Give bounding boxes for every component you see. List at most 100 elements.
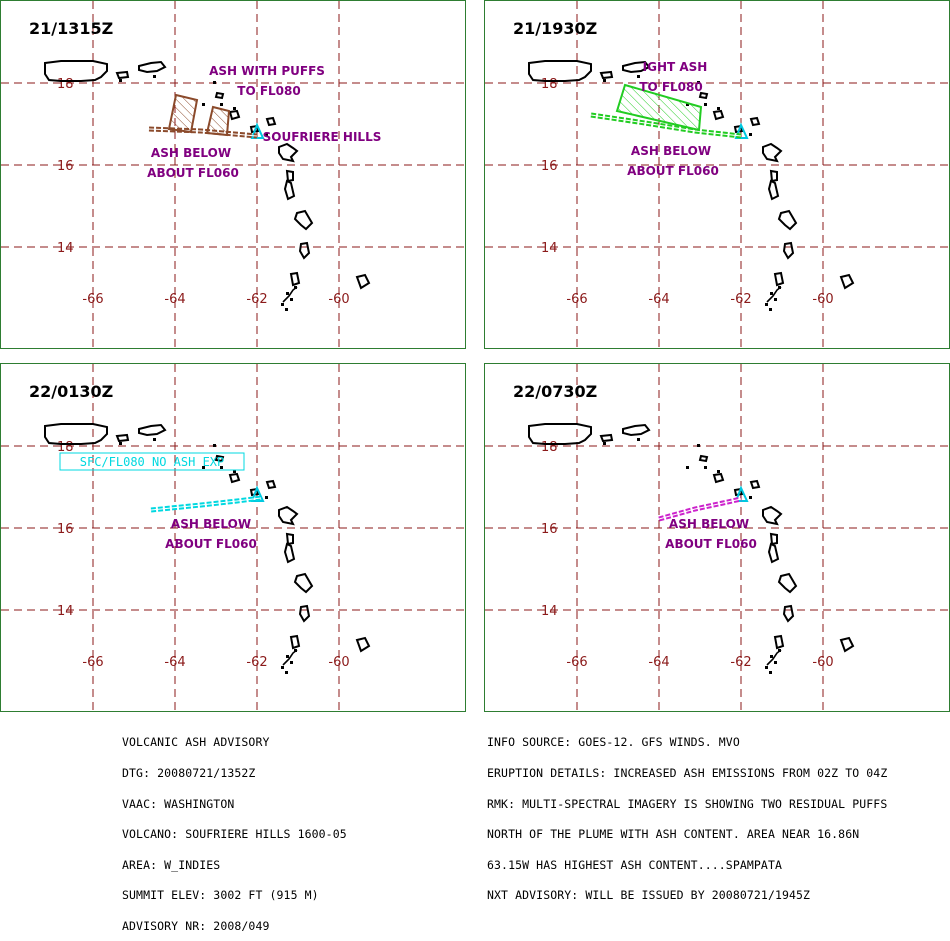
island-outline	[214, 91, 225, 100]
island-chain	[766, 649, 782, 666]
islet	[213, 81, 216, 84]
island-outline	[289, 634, 301, 650]
map-canvas: 18 16 14 -66 -64 -62 -60 ASH WITH PUFFS TO FL080…	[1, 1, 465, 348]
longitude-label: -62	[730, 292, 751, 307]
islet	[697, 444, 700, 447]
islet	[119, 442, 122, 445]
island-outline	[698, 454, 709, 463]
latitude-label: 16	[541, 159, 558, 174]
volcano-marker-icon	[250, 122, 265, 139]
islet	[286, 292, 289, 295]
ash-puff-area	[167, 93, 199, 134]
island-outline	[228, 109, 241, 121]
islet	[290, 298, 293, 301]
island-outline	[773, 634, 785, 650]
islet	[765, 666, 768, 669]
islet	[265, 133, 268, 136]
advisory-line: NORTH OF THE PLUME WITH ASH CONTENT. ARE…	[487, 827, 860, 842]
island-outline	[355, 636, 371, 653]
islet	[749, 133, 752, 136]
ash-label: ABOUT FL060	[147, 166, 239, 180]
island-outline	[749, 116, 761, 127]
ash-label: IGHT ASH	[643, 60, 708, 74]
islet	[704, 103, 707, 106]
island-outline	[115, 70, 130, 80]
ash-band-low-core	[148, 128, 258, 137]
longitude-label: -64	[164, 292, 185, 307]
ash-puff-area	[205, 105, 231, 137]
island-outline	[115, 433, 130, 443]
coastline	[44, 423, 371, 674]
coastline	[44, 60, 371, 311]
islet	[704, 466, 707, 469]
islet	[290, 661, 293, 664]
islet	[286, 655, 289, 658]
island-outline	[622, 423, 651, 437]
latitude-label: 14	[541, 604, 558, 619]
ash-label: TO FL080	[237, 84, 300, 98]
advisory-line: NXT ADVISORY: WILL BE ISSUED BY 20080721…	[487, 888, 811, 903]
island-outline	[298, 241, 311, 260]
advisory-text-left: VOLCANIC ASH ADVISORY DTG: 20080721/1352…	[122, 717, 347, 941]
latitude-label: 14	[541, 241, 558, 256]
advisory-line: VOLCANO: SOUFRIERE HILLS 1600-05	[122, 827, 347, 842]
island-outline	[782, 604, 795, 623]
latitude-label: 16	[541, 522, 558, 537]
islet	[717, 470, 720, 473]
ash-label: ASH BELOW	[171, 517, 251, 531]
island-outline	[265, 116, 277, 127]
island-outline	[44, 60, 108, 82]
ash-label: ASH WITH PUFFS	[209, 64, 325, 78]
longitude-label: -66	[82, 655, 103, 670]
longitude-label: -66	[82, 292, 103, 307]
latitude-label: 14	[57, 241, 74, 256]
islet	[637, 75, 640, 78]
island-outline	[782, 241, 795, 260]
map-canvas: 18 16 14 -66 -64 -62 -60 IGHT ASH TO FL080 ASH BE…	[485, 1, 949, 348]
island-outline	[138, 60, 167, 74]
islet	[233, 470, 236, 473]
island-outline	[528, 60, 592, 82]
island-outline	[249, 487, 260, 497]
islet	[765, 303, 768, 306]
longitude-label: -62	[246, 292, 267, 307]
islet	[686, 466, 689, 469]
islet	[281, 303, 284, 306]
island-outline	[289, 271, 301, 287]
volcano-marker-icon	[734, 485, 749, 502]
islet	[697, 81, 700, 84]
latitude-label: 14	[57, 604, 74, 619]
islet	[637, 438, 640, 441]
ash-label: ABOUT FL060	[165, 537, 257, 551]
island-outline	[278, 505, 299, 526]
longitude-label: -62	[730, 655, 751, 670]
advisory-line: AREA: W_INDIES	[122, 857, 221, 872]
advisory-line: VAAC: WASHINGTON	[122, 796, 235, 811]
map-panel-3: 18 16 14 -66 -64 -62 -60 SFC/FL080 NO ASH EXP AS…	[0, 363, 466, 712]
no-ash-box	[59, 452, 245, 471]
advisory-line: SUMMIT ELEV: 3002 FT (915 M)	[122, 888, 319, 903]
island-outline	[622, 60, 651, 74]
island-chain	[282, 286, 298, 303]
island-outline	[777, 209, 798, 231]
advisory-line: RMK: MULTI-SPECTRAL IMAGERY IS SHOWING T…	[487, 796, 888, 811]
islet	[769, 671, 772, 674]
longitude-label: -60	[328, 655, 349, 670]
ash-puff-area	[615, 83, 703, 132]
island-chain	[766, 286, 782, 303]
ash-band-low-core	[658, 498, 742, 520]
islet	[603, 79, 606, 82]
latitude-label: 16	[57, 522, 74, 537]
island-outline	[293, 572, 314, 594]
island-outline	[777, 572, 798, 594]
islet	[233, 107, 236, 110]
panel-time-label: 22/0730Z	[513, 382, 598, 401]
latitude-label: 18	[541, 440, 558, 455]
island-outline	[228, 472, 241, 484]
advisory-text-right: INFO SOURCE: GOES-12. GFS WINDS. MVO ERU…	[487, 717, 887, 911]
island-outline	[278, 142, 299, 163]
